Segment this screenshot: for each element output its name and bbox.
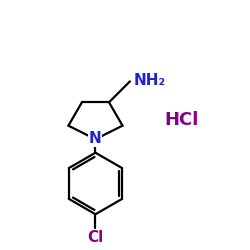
- Text: NH₂: NH₂: [134, 73, 166, 88]
- Text: HCl: HCl: [164, 110, 199, 128]
- Text: N: N: [88, 131, 101, 146]
- Text: Cl: Cl: [87, 230, 104, 245]
